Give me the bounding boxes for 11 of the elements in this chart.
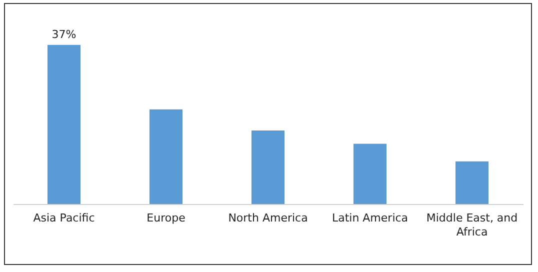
bar xyxy=(354,144,386,204)
bar xyxy=(48,44,80,204)
bar xyxy=(252,130,284,204)
bar xyxy=(456,161,488,204)
bar xyxy=(150,109,182,204)
data-label: 37% xyxy=(52,28,76,41)
x-tick-label: North America xyxy=(228,212,308,224)
x-tick-label: Asia Pacific xyxy=(33,212,95,224)
x-tick-label: Middle East, and Africa xyxy=(426,212,518,238)
x-tick-label: Europe xyxy=(146,212,186,224)
x-tick-label: Latin America xyxy=(332,212,408,224)
